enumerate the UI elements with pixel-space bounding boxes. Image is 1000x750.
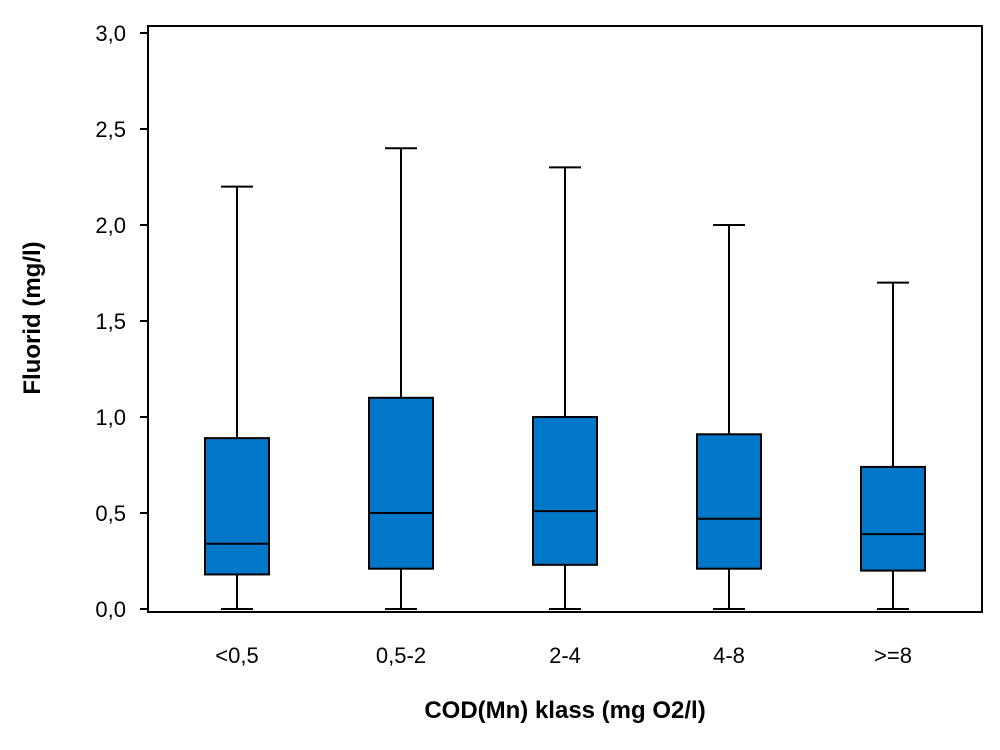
x-tick-label: 4-8 — [713, 643, 745, 668]
box-iqr — [204, 437, 270, 576]
y-tick-label: 0,0 — [95, 597, 126, 622]
y-axis-ticks: 0,0 0,5 1,0 1,5 2,0 2,5 3,0 — [95, 21, 148, 622]
y-axis-title: Fluorid (mg/l) — [19, 241, 46, 394]
y-tick-label: 3,0 — [95, 21, 126, 46]
y-tick-label: 2,5 — [95, 117, 126, 142]
x-tick-label: >=8 — [874, 643, 912, 668]
box-group — [532, 166, 598, 610]
y-tick-label: 1,5 — [95, 309, 126, 334]
box-iqr — [696, 433, 762, 570]
x-tick-label: <0,5 — [215, 643, 258, 668]
box-iqr — [368, 396, 434, 570]
boxplot-series — [204, 147, 926, 610]
box-iqr — [860, 465, 926, 572]
box-group — [860, 281, 926, 610]
x-axis-title: COD(Mn) klass (mg O2/l) — [424, 697, 705, 724]
box-group — [696, 224, 762, 610]
y-tick-label: 2,0 — [95, 213, 126, 238]
plot-frame — [147, 25, 983, 613]
y-tick-label: 1,0 — [95, 405, 126, 430]
box-group — [368, 147, 434, 610]
x-tick-label: 2-4 — [549, 643, 581, 668]
box-group — [204, 185, 270, 610]
x-tick-label: 0,5-2 — [376, 643, 426, 668]
x-axis-ticks: <0,5 0,5-2 2-4 4-8 >=8 — [215, 643, 912, 668]
y-tick-label: 0,5 — [95, 501, 126, 526]
box-iqr — [532, 416, 598, 566]
